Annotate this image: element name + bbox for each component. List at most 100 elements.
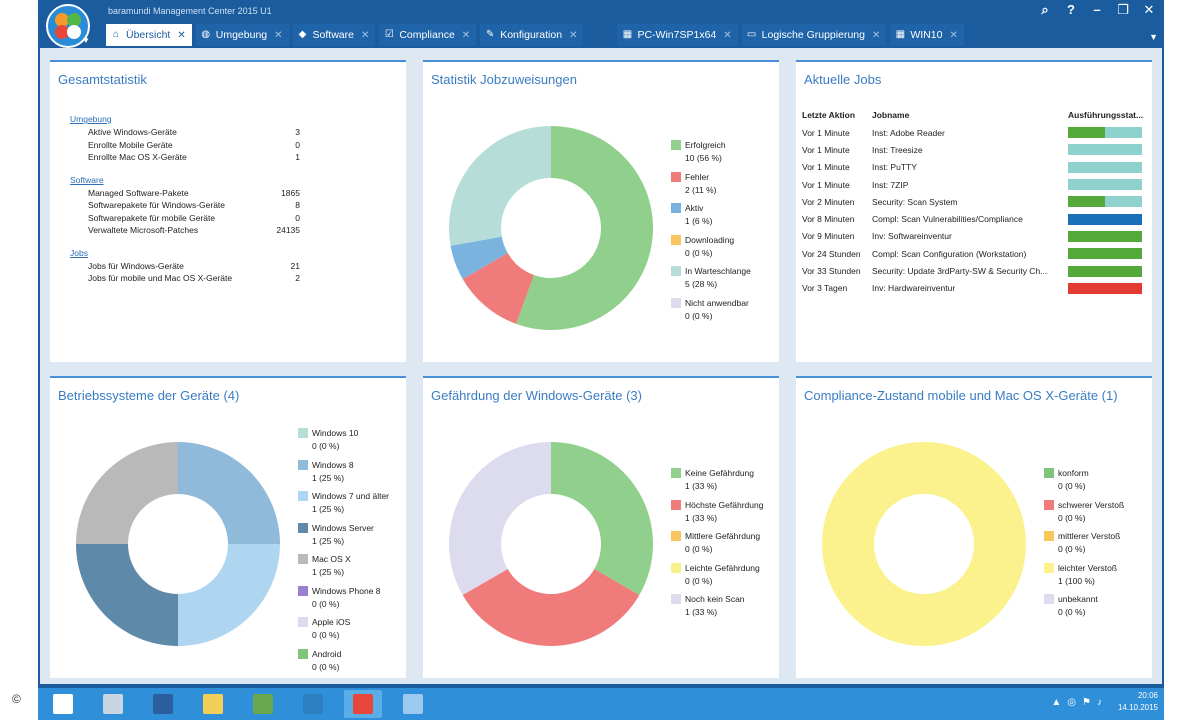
app-window: ▼ baramundi Management Center 2015 U1 ⌕ … [38,0,1164,688]
table-row[interactable]: Vor 2 Minuten Security: Scan System [802,193,1148,210]
job-status-bar [1068,248,1142,260]
close-tab-icon[interactable]: ✕ [274,29,283,41]
job-status-bar [1068,144,1142,156]
close-tab-icon[interactable]: ✕ [177,29,186,41]
job-status-bar [1068,196,1142,208]
help-icon[interactable]: ? [1067,2,1075,17]
taskbar-button[interactable] [244,690,282,718]
tray-arrow-icon[interactable]: ▲ [1051,697,1062,708]
close-tab-icon[interactable]: ✕ [723,29,732,41]
close-icon[interactable]: ✕ [1143,2,1155,17]
panel-title: Gefährdung der Windows-Geräte (3) [431,388,642,403]
column-header[interactable]: Jobname [872,110,910,120]
job-last-action: Vor 33 Stunden [802,266,861,277]
menu-caret-icon[interactable]: ▼ [82,36,90,45]
donut-slice-noch-kein-scan[interactable] [449,442,551,595]
title-bar: ▼ baramundi Management Center 2015 U1 ⌕ … [38,0,1164,48]
close-tab-icon[interactable]: ✕ [569,29,578,41]
close-tab-icon[interactable]: ✕ [871,29,881,41]
table-row[interactable]: Vor 1 Minute Inst: 7ZIP [802,176,1148,193]
taskbar-button[interactable] [44,690,82,718]
table-row[interactable]: Vor 8 Minuten Compl: Scan Vulnerabilities… [802,210,1148,227]
taskbar-button[interactable] [394,690,432,718]
taskbar-button[interactable] [144,690,182,718]
table-row[interactable]: Vor 3 Tagen Inv: Hardwareinventur [802,280,1148,297]
tab--bersicht[interactable]: ⌂ Übersicht ✕ [106,24,192,46]
tab-compliance[interactable]: ☑ Compliance ✕ [379,24,477,46]
chevron-down-icon[interactable]: ▼ [1149,32,1158,42]
stat-row: Softwarepakete für mobile Geräte 0 [88,213,300,226]
legend-swatch [671,140,681,150]
taskbar-button[interactable] [294,690,332,718]
donut-slice-fehler[interactable] [462,253,534,324]
stat-label: Jobs für mobile und Mac OS X-Geräte [88,273,233,283]
close-tab-icon[interactable]: ✕ [461,29,471,41]
legend-swatch [1044,468,1054,478]
flag-icon[interactable]: ⚑ [1082,697,1091,708]
panel-gefaehrdung: Gefährdung der Windows-Geräte (3) Keine … [423,376,779,678]
stat-row: Softwarepakete für Windows-Geräte 8 [88,200,300,213]
legend-swatch [671,499,681,510]
search-icon[interactable]: ⌕ [1041,2,1049,17]
job-last-action: Vor 8 Minuten [802,214,855,225]
network-tray-icon[interactable]: ◎ [1067,697,1077,708]
close-tab-icon[interactable]: ✕ [360,29,370,41]
table-row[interactable]: Vor 33 Stunden Security: Update 3rdParty-… [802,262,1148,279]
clock[interactable]: 20:06 14.10.2015 [1118,690,1158,714]
legend-swatch [671,234,681,245]
tab-umgebung[interactable]: ◍ Umgebung ✕ [195,24,289,46]
table-row[interactable]: Vor 1 Minute Inst: PuTTY [802,159,1148,176]
legend-count: 10 (56 %) [685,153,722,163]
network-icon [253,694,273,714]
tab-label: Konfiguration [500,29,563,41]
stat-section-link[interactable]: Software [70,174,104,185]
close-tab-icon[interactable]: ✕ [949,29,958,41]
legend-swatch [298,617,308,627]
donut-slice-windows-7-und-lter[interactable] [178,544,280,646]
speaker-icon[interactable]: ♪ [1097,697,1102,708]
column-header[interactable]: Ausführungsstat... [1068,110,1144,120]
panel-gesamtstatistik: Gesamtstatistik Umgebung Aktive Windows-G… [50,60,406,362]
legend-label: leichter Verstoß [1058,562,1118,573]
stat-row: Enrollte Mac OS X-Geräte 1 [88,152,300,165]
donut-slice-keine-gef-hrdung[interactable] [551,442,653,595]
job-status-fill [1068,265,1142,277]
baramundi-logo[interactable] [46,4,90,48]
job-last-action: Vor 24 Stunden [802,248,861,259]
tab-konfiguration[interactable]: ✎ Konfiguration ✕ [480,24,584,46]
stat-value: 0 [295,212,300,223]
powershell-icon [153,694,173,714]
donut-slice-erfolgreich[interactable] [516,126,653,330]
table-row[interactable]: Vor 24 Stunden Compl: Scan Configuration … [802,245,1148,262]
taskbar-button[interactable] [344,690,382,718]
panel-title: Compliance-Zustand mobile und Mac OS X-G… [804,388,1118,403]
taskbar-button[interactable] [194,690,232,718]
tab-software[interactable]: ◆ Software ✕ [292,24,376,46]
donut-slice-mac-os-x[interactable] [76,442,178,544]
tab-win10[interactable]: ▦ WIN10 ✕ [890,24,964,46]
legend-label: Apple iOS [312,617,351,627]
legend-label: konform [1058,468,1089,478]
legend-label: mittlerer Verstoß [1058,531,1121,541]
tab-pc-win7sp1x64[interactable]: ▦ PC-Win7SP1x64 ✕ [617,24,738,46]
stat-section-link[interactable]: Jobs [70,247,88,258]
table-row[interactable]: Vor 1 Minute Inst: Treesize [802,141,1148,158]
restore-icon[interactable]: ❐ [1117,2,1129,17]
minimize-icon[interactable]: – [1093,2,1101,17]
legend-label: Höchste Gefährdung [685,499,764,510]
donut-slice-aktiv[interactable] [450,236,508,279]
donut-slice-windows-server[interactable] [76,544,178,646]
table-row[interactable]: Vor 1 Minute Inst: Adobe Reader [802,124,1148,141]
table-row[interactable]: Vor 9 Minuten Inv: Softwareinventur [802,228,1148,245]
taskbar-button[interactable] [94,690,132,718]
column-header[interactable]: Letzte Aktion [802,110,856,120]
legend-label: Windows 7 und älter [312,491,390,501]
job-name: Security: Scan System [872,196,958,207]
donut-slice-h-chste-gef-hrdung[interactable] [462,569,640,646]
job-last-action: Vor 2 Minuten [802,196,855,207]
donut-slice-windows-8[interactable] [178,442,280,544]
donut-slice-leichter-versto-[interactable] [821,442,1026,646]
tab-logische-gruppierung[interactable]: ▭ Logische Gruppierung ✕ [741,24,887,46]
donut-slice-in-warteschlange[interactable] [449,126,551,246]
stat-section-link[interactable]: Umgebung [70,114,112,124]
